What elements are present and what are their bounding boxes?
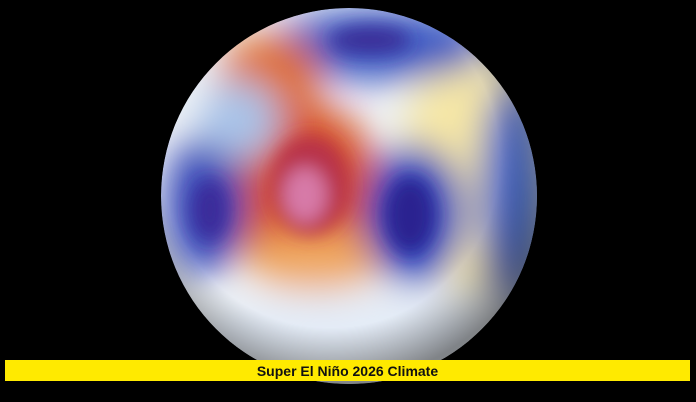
globe	[161, 8, 537, 384]
caption: Super El Niño 2026 Climate	[256, 362, 439, 379]
caption-banner: Super El Niño 2026 Climate	[5, 360, 690, 381]
